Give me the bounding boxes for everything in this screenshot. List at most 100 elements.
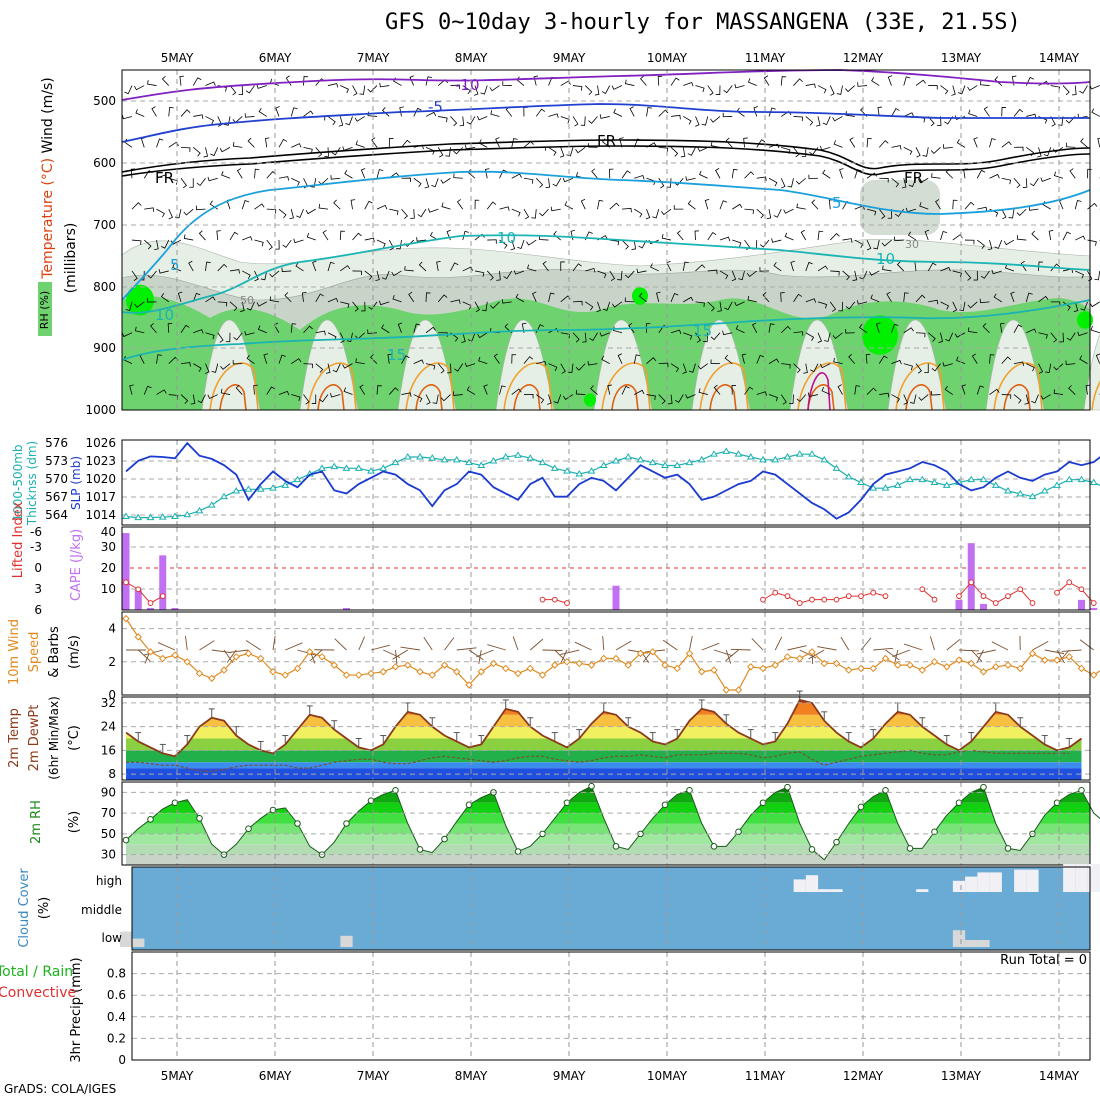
wind10-marker [306, 648, 314, 656]
wind-barb [771, 238, 782, 243]
wind-barb [260, 270, 268, 281]
wind-barb [652, 209, 660, 219]
wind-barb [839, 168, 844, 179]
rh-ylabel-b: (%) [67, 811, 82, 834]
wind-barb [575, 389, 586, 395]
wind-barb [597, 270, 607, 279]
wind-barb [816, 116, 821, 127]
wind-barb [964, 201, 975, 210]
wind-barb [638, 292, 647, 303]
wind-barb [807, 392, 819, 398]
wind10-barb [892, 649, 911, 657]
wind-barb [364, 270, 373, 280]
wind-barb [1065, 360, 1076, 365]
wind-barb [376, 385, 382, 395]
contour-label: 10 [155, 306, 174, 324]
wind-barb [572, 300, 583, 306]
wind-barb [562, 394, 574, 401]
wind-barb [499, 169, 508, 179]
wind-barb [473, 85, 479, 96]
wind-barb [612, 326, 623, 334]
wind-barb [954, 332, 966, 338]
wind-barb [903, 394, 908, 405]
wind-barb [490, 110, 500, 117]
wind10-barb [1032, 640, 1049, 651]
cape-ylabel: CAPE (J/kg) [69, 529, 84, 601]
wind10-barb [285, 642, 303, 651]
wind-barb [1059, 332, 1064, 343]
wind-barb [480, 85, 488, 95]
wind-barb [842, 270, 850, 281]
wind10-barb [297, 649, 317, 656]
wind-barb [817, 85, 827, 94]
lifted-marker [821, 596, 828, 603]
temp-ylabel-c: (6hr Min/Max) [47, 696, 61, 780]
wind-barb [759, 239, 770, 248]
wind-barb [1050, 332, 1058, 343]
wind10-marker [857, 664, 865, 673]
precip-ylabel: 3hr Precip (mm) [69, 957, 84, 1062]
wind-barb [401, 139, 411, 148]
wind10-marker [1090, 671, 1098, 679]
wind-barb [437, 294, 448, 303]
wind-barb [753, 106, 758, 117]
rh-bright-patch [584, 393, 596, 407]
wind-barb [640, 75, 647, 86]
thickness-marker [501, 453, 510, 460]
wind-barb [432, 394, 439, 404]
wind10-barb [970, 649, 983, 663]
wind-barb [1053, 389, 1064, 395]
slp-line [125, 441, 1100, 520]
wind-barb [327, 116, 336, 126]
wind-barb [787, 178, 794, 188]
wind-barb [845, 111, 855, 117]
wind-barb [903, 292, 909, 302]
thickness-marker [220, 492, 228, 500]
wind-barb [303, 325, 313, 334]
lifted-tick-label: 3 [34, 582, 42, 596]
wind-barb [474, 270, 485, 277]
wind-barb [879, 177, 889, 183]
wind-barb [295, 262, 304, 272]
thickness-marker [134, 513, 143, 521]
wind10-marker [979, 668, 988, 676]
thickness-marker [367, 467, 375, 474]
wind-barb [967, 327, 978, 334]
wind-barb [944, 385, 953, 395]
wind-barb [167, 323, 173, 333]
precip-legend-convective: Convective [0, 985, 76, 1001]
thickness-marker [403, 453, 412, 460]
wind-barb [1074, 199, 1082, 210]
wind-barb [940, 230, 948, 241]
warm-contour [993, 362, 1043, 411]
wind-barb [330, 393, 341, 398]
wind-barb [190, 394, 196, 405]
wind-tick-label: 0 [108, 688, 116, 702]
thickness-marker [869, 484, 878, 491]
cross-section-ylabel: Temperature (°C) Wind (m/s) [40, 77, 56, 280]
wind10-barb [817, 646, 837, 651]
wind-barb [483, 384, 488, 395]
wind-barb [957, 85, 966, 95]
wind-barb [413, 177, 422, 188]
wind-barb [910, 394, 917, 404]
rh2m-marker [563, 799, 571, 807]
wind-barb [291, 143, 302, 148]
wind-barb [882, 265, 892, 272]
wind-barb [319, 394, 329, 403]
wind-barb [452, 391, 463, 396]
cape-tick-label: 30 [101, 540, 116, 554]
thickness-marker [452, 455, 461, 463]
wind-barb [315, 363, 324, 373]
wind-barb [205, 116, 215, 125]
cloud-high-cell [916, 889, 929, 892]
wind-barb [801, 147, 807, 157]
warm-contour [503, 362, 553, 411]
cape-bar [1078, 599, 1085, 610]
wind-barb [437, 363, 445, 374]
rh-legend-swatch [38, 282, 52, 336]
contour-label: 15 [693, 322, 712, 340]
wind-barb [367, 85, 378, 93]
wind-barb [596, 301, 601, 313]
wind-barb [961, 384, 967, 395]
